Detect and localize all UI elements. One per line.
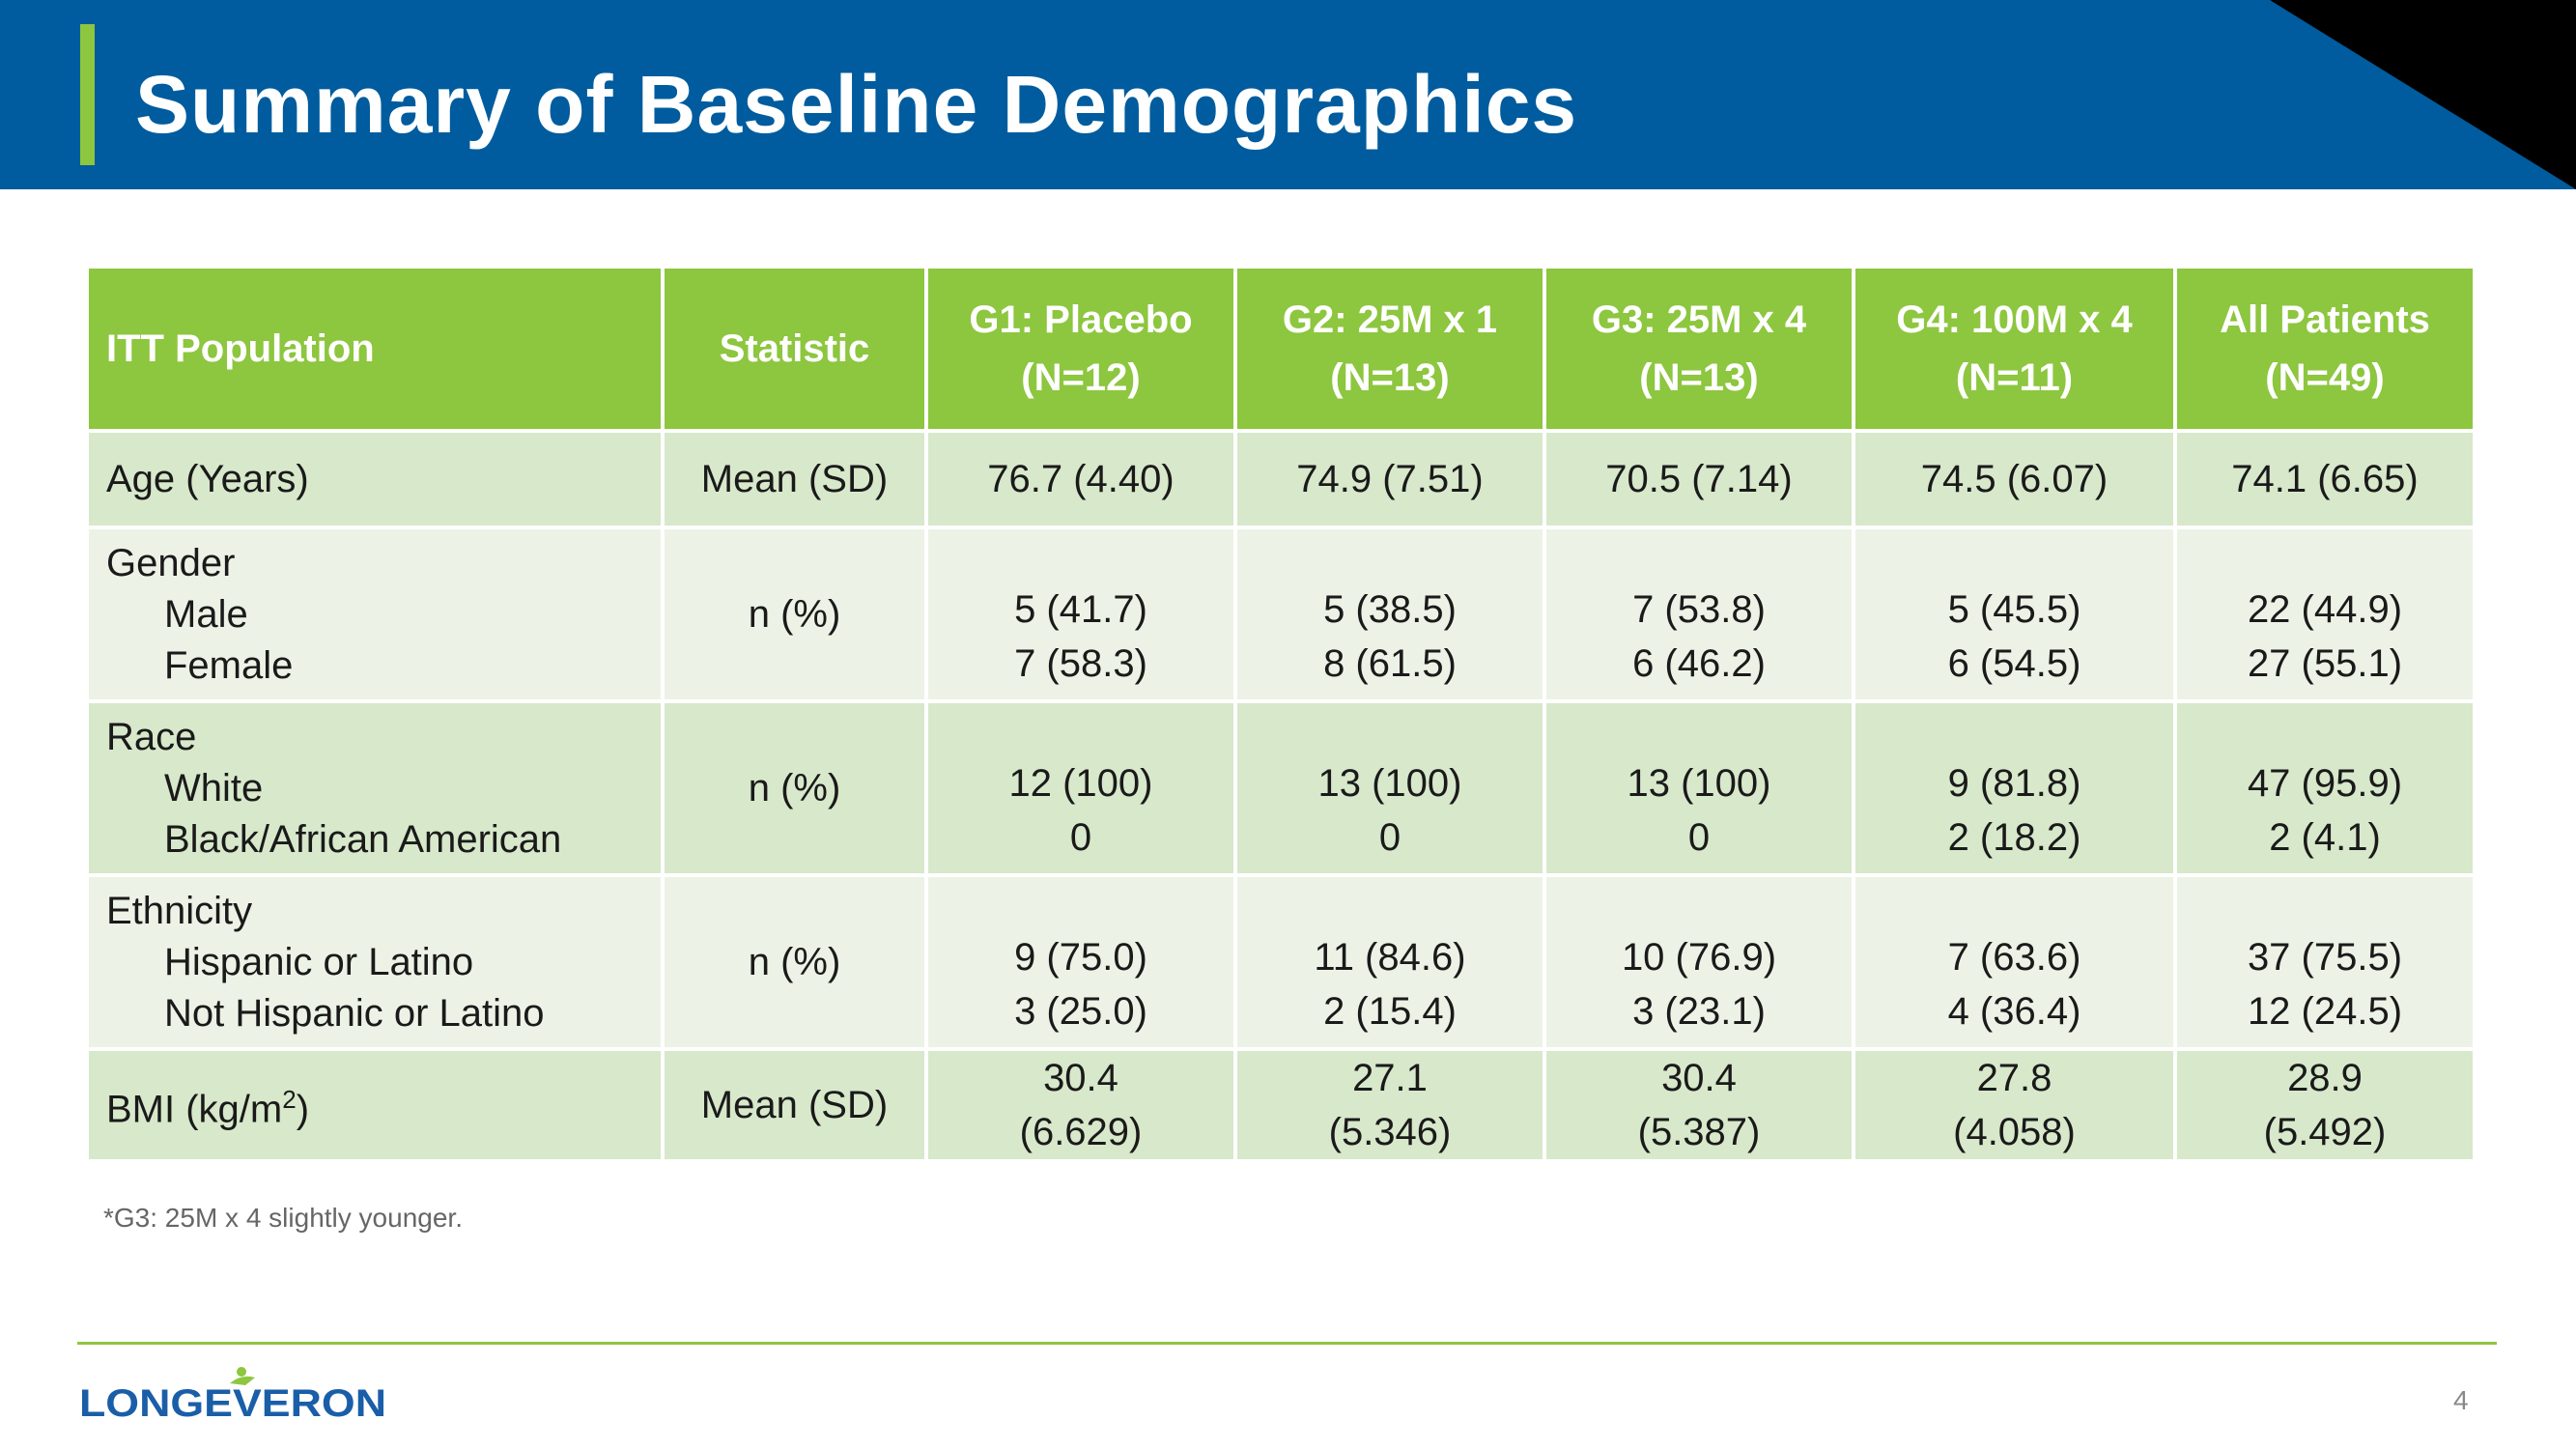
group-label: Gender [106, 541, 236, 584]
value-cell: 27.8 (4.058) [1852, 1047, 2177, 1163]
value-cell: 47 (95.9) 2 (4.1) [2173, 699, 2477, 877]
table-header-row: ITT Population Statistic G1: Placebo (N=1… [85, 265, 2477, 433]
header-itt-population: ITT Population [85, 265, 665, 433]
demographics-table: ITT Population Statistic G1: Placebo (N=1… [85, 265, 2477, 1163]
value-cell: 5 (45.5) 6 (54.5) [1852, 526, 2177, 703]
sublabel: White [164, 766, 264, 810]
longeveron-logo: LONGEVERON [79, 1367, 386, 1422]
value-cell: 5 (38.5) 8 (61.5) [1233, 526, 1546, 703]
header-g3: G3: 25M x 4 (N=13) [1543, 265, 1855, 433]
sublabel: Hispanic or Latino [164, 940, 474, 983]
value-cell: 5 (41.7) 7 (58.3) [924, 526, 1237, 703]
group-label: Race [106, 715, 197, 758]
header-g1: G1: Placebo (N=12) [924, 265, 1237, 433]
value-cell: 37 (75.5) 12 (24.5) [2173, 873, 2477, 1051]
footnote: *G3: 25M x 4 slightly younger. [103, 1203, 463, 1233]
value-cell: 13 (100) 0 [1543, 699, 1855, 877]
table-row-race: Race White Black/African American n (%) … [85, 699, 2477, 877]
title-banner [0, 0, 2576, 189]
value-cell: 22 (44.9) 27 (55.1) [2173, 526, 2477, 703]
value-cell: 7 (63.6) 4 (36.4) [1852, 873, 2177, 1051]
value-cell: 30.4 (6.629) [924, 1047, 1237, 1163]
row-label-gender: Gender Male Female [85, 526, 665, 703]
sublabel: Female [164, 643, 294, 687]
value-cell: 7 (53.8) 6 (46.2) [1543, 526, 1855, 703]
value-cell: 11 (84.6) 2 (15.4) [1233, 873, 1546, 1051]
statistic-cell: n (%) [661, 699, 928, 877]
page-number: 4 [2453, 1385, 2469, 1415]
logo-person-icon [230, 1367, 255, 1385]
table-row-ethnicity: Ethnicity Hispanic or Latino Not Hispani… [85, 873, 2477, 1051]
value-cell: 74.1 (6.65) [2173, 429, 2477, 529]
group-label: Ethnicity [106, 889, 253, 932]
statistic-cell: n (%) [661, 873, 928, 1051]
value-cell: 70.5 (7.14) [1543, 429, 1855, 529]
value-cell: 74.5 (6.07) [1852, 429, 2177, 529]
header-statistic: Statistic [661, 265, 928, 433]
table-row-bmi: BMI (kg/m2) Mean (SD) 30.4 (6.629) 27.1 (5… [85, 1047, 2477, 1163]
value-cell: 74.9 (7.51) [1233, 429, 1546, 529]
table-row-gender: Gender Male Female n (%) 5 (41.7) 7 (58.3… [85, 526, 2477, 703]
footer-divider [77, 1342, 2497, 1345]
value-cell: 9 (81.8) 2 (18.2) [1852, 699, 2177, 877]
header-g2: G2: 25M x 1 (N=13) [1233, 265, 1546, 433]
value-cell: 30.4 (5.387) [1543, 1047, 1855, 1163]
value-cell: 9 (75.0) 3 (25.0) [924, 873, 1237, 1051]
sublabel: Male [164, 592, 248, 636]
row-label-bmi: BMI (kg/m2) [85, 1047, 665, 1163]
value-cell: 10 (76.9) 3 (23.1) [1543, 873, 1855, 1051]
value-cell: 28.9 (5.492) [2173, 1047, 2477, 1163]
value-cell: 12 (100) 0 [924, 699, 1237, 877]
table-row-age: Age (Years) Mean (SD) 76.7 (4.40) 74.9 (… [85, 429, 2477, 529]
sublabel: Not Hispanic or Latino [164, 991, 545, 1035]
sublabel: Black/African American [164, 817, 562, 861]
row-label-age: Age (Years) [85, 429, 665, 529]
row-label-race: Race White Black/African American [85, 699, 665, 877]
header-all-patients: All Patients (N=49) [2173, 265, 2477, 433]
title-accent-bar [80, 24, 95, 165]
value-cell: 76.7 (4.40) [924, 429, 1237, 529]
statistic-cell: Mean (SD) [661, 1047, 928, 1163]
value-cell: 27.1 (5.346) [1233, 1047, 1546, 1163]
statistic-cell: n (%) [661, 526, 928, 703]
banner-corner-shape [2270, 0, 2576, 189]
header-g4: G4: 100M x 4 (N=11) [1852, 265, 2177, 433]
slide-title: Summary of Baseline Demographics [135, 59, 1578, 150]
row-label-ethnicity: Ethnicity Hispanic or Latino Not Hispani… [85, 873, 665, 1051]
logo-text: LONGEVERON [79, 1382, 386, 1422]
value-cell: 13 (100) 0 [1233, 699, 1546, 877]
statistic-cell: Mean (SD) [661, 429, 928, 529]
